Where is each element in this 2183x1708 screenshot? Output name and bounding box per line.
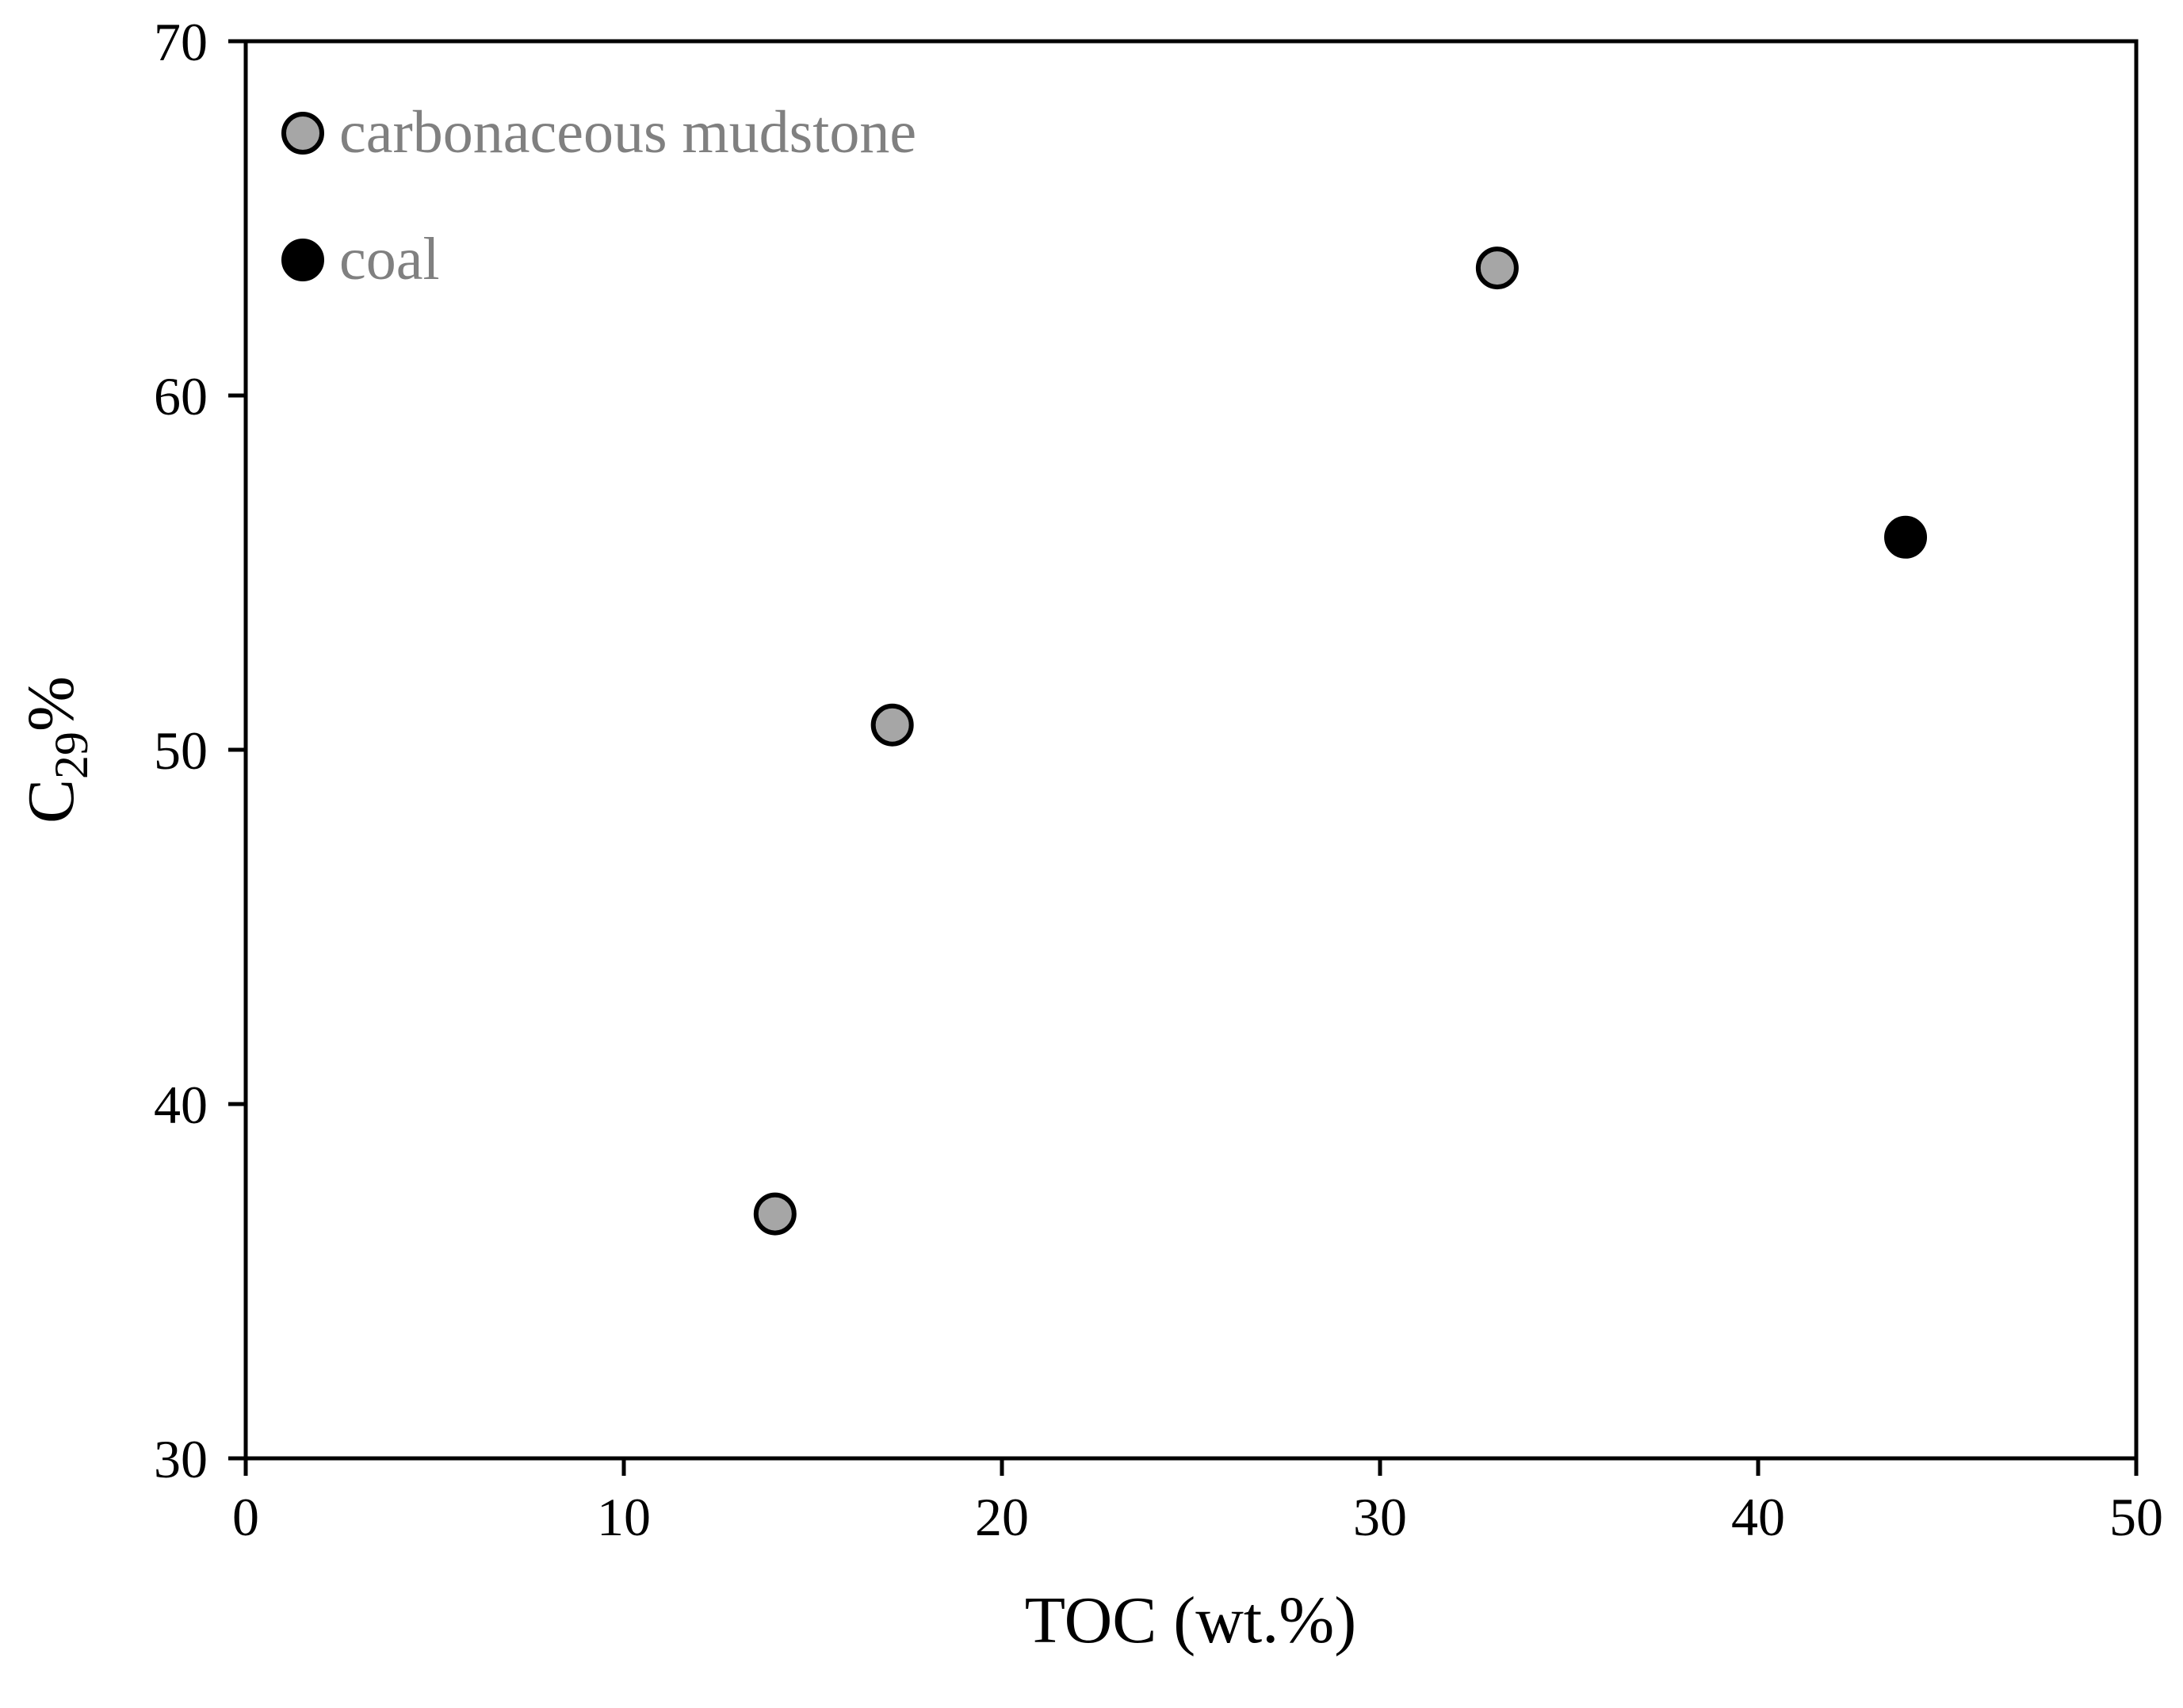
y-axis-title: C29%	[14, 676, 97, 823]
y-axis-title-subscript: 29	[45, 732, 97, 779]
data-point-coal	[1884, 515, 1928, 559]
y-axis-title-suffix: %	[14, 676, 88, 732]
x-tick-label: 40	[1731, 1487, 1785, 1547]
data-point-carbonaceous-mudstone	[870, 703, 914, 747]
legend: carbonaceous mudstone coal	[281, 99, 916, 292]
data-point-carbonaceous-mudstone	[753, 1192, 797, 1236]
y-tick-label: 50	[154, 720, 208, 781]
legend-label-carbonaceous-mudstone: carbonaceous mudstone	[339, 99, 916, 166]
x-axis-title: TOC (wt.%)	[1025, 1584, 1356, 1657]
y-tick-label: 60	[154, 366, 208, 426]
y-axis-ticks: 30 40 50 60 70	[154, 12, 246, 1489]
x-tick-label: 30	[1353, 1487, 1407, 1547]
y-axis-title-main: C	[14, 779, 88, 823]
x-tick-label: 50	[2109, 1487, 2163, 1547]
legend-label-coal: coal	[339, 226, 440, 292]
x-tick-label: 0	[232, 1487, 259, 1547]
legend-marker-carbonaceous-mudstone	[281, 112, 324, 155]
data-points	[753, 246, 1928, 1236]
x-tick-label: 20	[975, 1487, 1029, 1547]
y-tick-label: 40	[154, 1075, 208, 1135]
y-tick-label: 30	[154, 1429, 208, 1489]
x-tick-label: 10	[597, 1487, 651, 1547]
x-axis-ticks: 0 10 20 30 40 50	[232, 1458, 2163, 1547]
plot-area-frame	[243, 39, 2139, 1461]
y-tick-label: 70	[154, 12, 208, 72]
data-point-carbonaceous-mudstone	[1475, 246, 1519, 290]
legend-marker-coal	[281, 239, 324, 281]
